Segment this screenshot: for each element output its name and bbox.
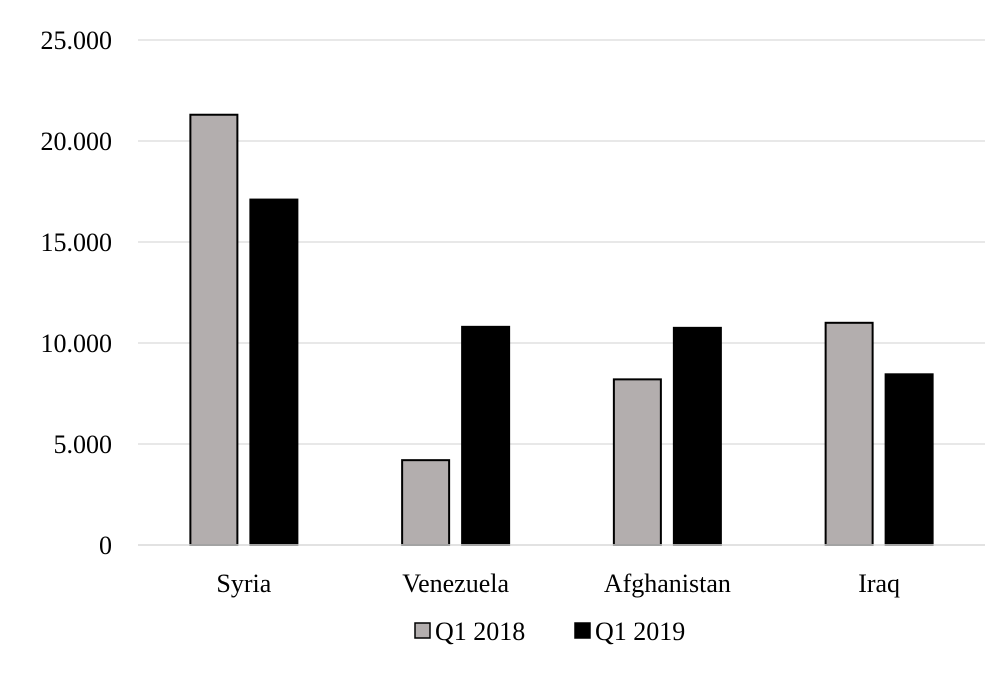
legend-label: Q1 2018 bbox=[435, 617, 525, 646]
bar-iraq-q1-2018 bbox=[824, 321, 874, 546]
y-tick-label: 10.000 bbox=[41, 329, 113, 358]
y-axis-tick-labels: 0 5.000 10.000 15.000 20.000 25.000 bbox=[41, 26, 113, 560]
bar-iraq-q1-2019 bbox=[884, 373, 934, 546]
legend: Q1 2018 Q1 2019 bbox=[414, 617, 685, 646]
legend-entry-q1-2018: Q1 2018 bbox=[414, 617, 525, 646]
category-label: Syria bbox=[216, 569, 271, 598]
bars bbox=[189, 113, 934, 547]
category-label: Afghanistan bbox=[604, 569, 731, 598]
category-labels: Syria Venezuela Afghanistan Iraq bbox=[216, 569, 900, 598]
legend-entry-q1-2019: Q1 2019 bbox=[574, 617, 685, 646]
legend-label: Q1 2019 bbox=[595, 617, 685, 646]
bar-venezuela-q1-2018 bbox=[401, 459, 451, 546]
legend-swatch bbox=[574, 622, 591, 639]
legend-swatch bbox=[414, 622, 431, 639]
y-tick-label: 5.000 bbox=[54, 430, 113, 459]
category-label: Iraq bbox=[858, 569, 900, 598]
y-tick-label: 15.000 bbox=[41, 228, 113, 257]
bar-afghanistan-q1-2019 bbox=[672, 326, 722, 546]
y-tick-label: 25.000 bbox=[41, 26, 113, 55]
category-label: Venezuela bbox=[402, 569, 509, 598]
bar-afghanistan-q1-2018 bbox=[612, 378, 662, 546]
bar-syria-q1-2018 bbox=[189, 113, 239, 547]
bar-venezuela-q1-2019 bbox=[461, 325, 511, 546]
bar-syria-q1-2019 bbox=[249, 198, 299, 547]
y-tick-label: 0 bbox=[99, 531, 112, 560]
y-tick-label: 20.000 bbox=[41, 127, 113, 156]
